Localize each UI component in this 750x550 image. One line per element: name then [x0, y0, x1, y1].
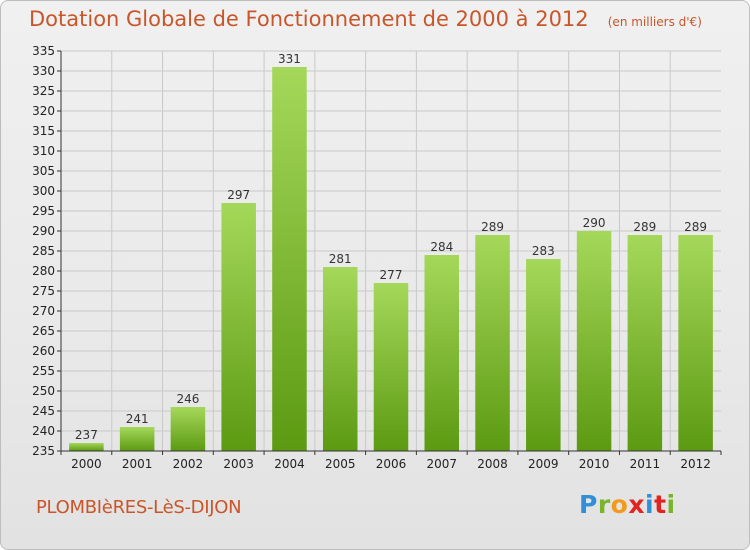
y-tick-label: 280 — [32, 264, 55, 278]
bar — [373, 283, 409, 451]
y-tick-label: 300 — [32, 184, 55, 198]
bar — [272, 67, 307, 451]
y-tick-label: 335 — [32, 44, 55, 58]
x-tick-label: 2009 — [528, 457, 559, 471]
logo-letter: o — [610, 490, 629, 519]
y-tick-label: 255 — [32, 364, 55, 378]
y-tick-label: 285 — [32, 244, 55, 258]
bar — [475, 235, 510, 451]
data-label: 284 — [430, 240, 453, 254]
bar — [322, 267, 358, 451]
x-tick-label: 2011 — [630, 457, 661, 471]
y-tick-label: 235 — [32, 444, 55, 458]
x-tick-label: 2001 — [122, 457, 153, 471]
bar — [526, 259, 561, 451]
y-tick-label: 260 — [32, 344, 55, 358]
y-tick-label: 295 — [32, 204, 55, 218]
logo-letter: P — [579, 490, 598, 519]
data-label: 297 — [227, 188, 250, 202]
proxiti-logo: Proxiti — [579, 490, 676, 519]
data-label: 331 — [278, 52, 301, 66]
logo-letter: i — [666, 490, 676, 519]
y-tick-label: 265 — [32, 324, 55, 338]
bar — [221, 203, 256, 451]
y-tick-label: 240 — [32, 424, 55, 438]
y-tick-label: 275 — [32, 284, 55, 298]
bar — [69, 443, 104, 451]
title-row: Dotation Globale de Fonctionnement de 20… — [29, 7, 702, 31]
bar — [627, 235, 663, 451]
commune-name: PLOMBIèRES-LèS-DIJON — [36, 497, 242, 518]
data-label: 289 — [633, 220, 656, 234]
x-tick-label: 2006 — [376, 457, 407, 471]
x-tick-label: 2004 — [274, 457, 305, 471]
chart-title: Dotation Globale de Fonctionnement de 20… — [29, 7, 589, 31]
x-tick-label: 2010 — [579, 457, 610, 471]
data-label: 246 — [176, 392, 199, 406]
data-label: 241 — [126, 412, 149, 426]
bar — [119, 427, 155, 451]
logo-letter: t — [654, 490, 667, 519]
y-tick-label: 320 — [32, 104, 55, 118]
x-tick-label: 2002 — [173, 457, 204, 471]
y-tick-label: 305 — [32, 164, 55, 178]
y-tick-label: 315 — [32, 124, 55, 138]
logo-letter: x — [628, 490, 645, 519]
y-tick-label: 290 — [32, 224, 55, 238]
data-label: 281 — [329, 252, 352, 266]
data-label: 289 — [481, 220, 504, 234]
x-tick-label: 2008 — [477, 457, 508, 471]
data-label: 237 — [75, 428, 98, 442]
x-tick-label: 2005 — [325, 457, 356, 471]
x-tick-label: 2003 — [223, 457, 254, 471]
bar — [424, 255, 460, 451]
bar — [678, 235, 713, 451]
logo-letter: r — [597, 490, 611, 519]
x-tick-label: 2000 — [71, 457, 102, 471]
chart-subtitle: (en milliers d'€) — [607, 15, 702, 29]
data-label: 290 — [583, 216, 606, 230]
data-label: 283 — [532, 244, 555, 258]
x-tick-label: 2007 — [426, 457, 457, 471]
bar — [576, 231, 612, 451]
y-tick-label: 310 — [32, 144, 55, 158]
data-label: 289 — [684, 220, 707, 234]
logo-letter: i — [645, 490, 655, 519]
y-tick-label: 250 — [32, 384, 55, 398]
y-tick-label: 325 — [32, 84, 55, 98]
bar — [170, 407, 206, 451]
y-tick-label: 245 — [32, 404, 55, 418]
data-label: 277 — [380, 268, 403, 282]
y-tick-label: 270 — [32, 304, 55, 318]
x-tick-label: 2012 — [680, 457, 711, 471]
y-tick-label: 330 — [32, 64, 55, 78]
